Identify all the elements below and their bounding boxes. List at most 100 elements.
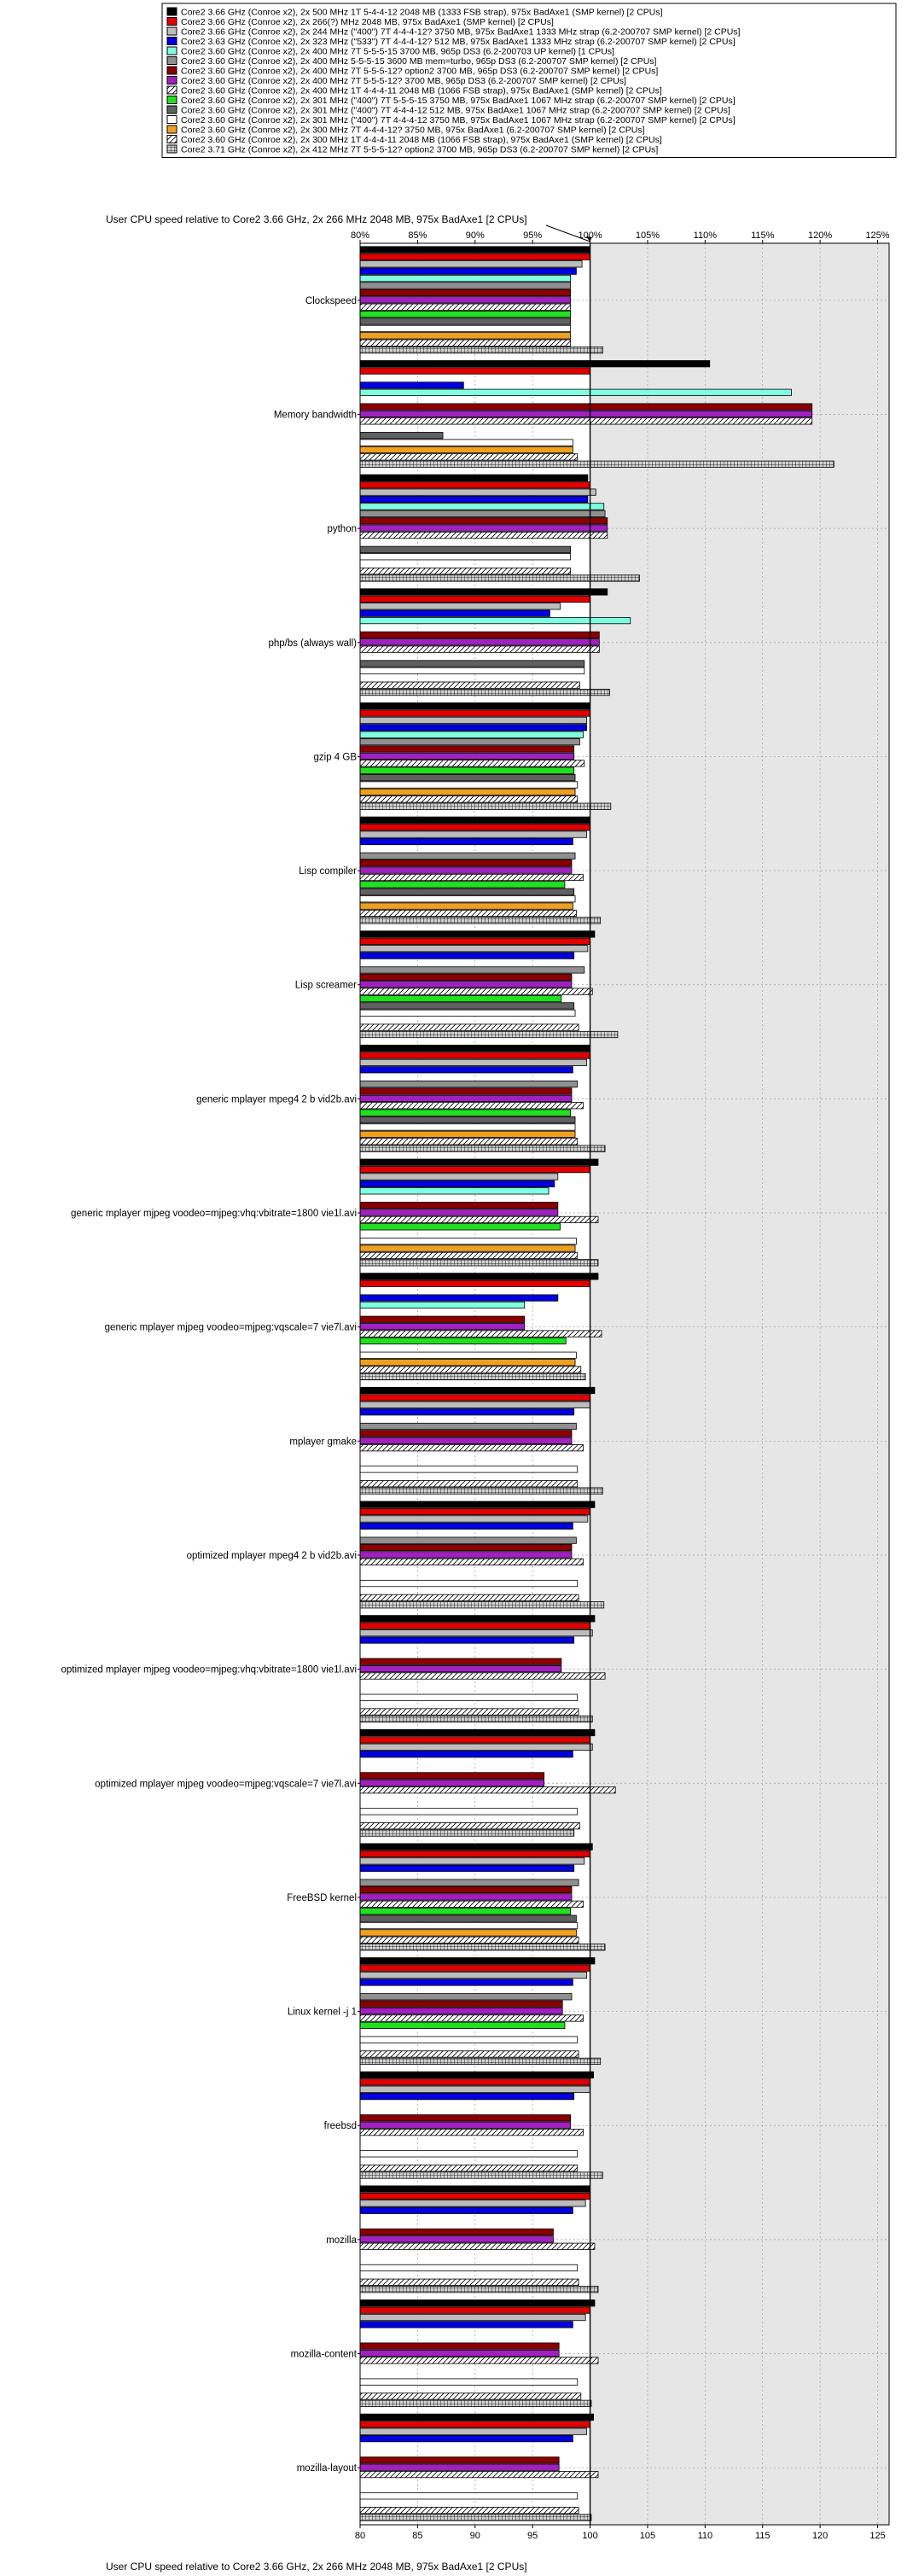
bar-14-9 — [359, 1908, 572, 1915]
legend-entry-1: Core2 3.66 GHz (Conroe x2), 2x 266(?) MH… — [181, 17, 554, 27]
bar-10-6 — [359, 1430, 573, 1437]
bar-1-0 — [359, 360, 711, 368]
bar-19-2 — [359, 2427, 587, 2435]
bar-19-0 — [359, 2413, 595, 2421]
top-tick-label-9: 125% — [865, 230, 889, 241]
bar-15-11 — [359, 2036, 579, 2043]
bar-18-7 — [359, 2349, 560, 2357]
bar-5-9 — [359, 881, 566, 889]
bar-4-7 — [359, 752, 575, 761]
bar-3-10 — [359, 660, 585, 667]
bar-14-3 — [359, 1864, 575, 1872]
bar-14-13 — [359, 1936, 579, 1944]
bar-10-1 — [359, 1394, 590, 1402]
bar-6-13 — [359, 1023, 579, 1031]
bar-4-0 — [359, 702, 590, 710]
bar-9-1 — [359, 1279, 590, 1287]
top-tick-label-4: 100% — [578, 230, 602, 241]
legend-entry-8: Core2 3.60 GHz (Conroe x2), 2x 400 MHz 1… — [181, 86, 662, 96]
bar-16-7 — [359, 2121, 572, 2129]
bar-18-3 — [359, 2321, 573, 2328]
bar-13-13 — [359, 1822, 580, 1830]
bar-8-1 — [359, 1166, 590, 1174]
bar-15-0 — [359, 1957, 596, 1965]
bar-11-13 — [359, 1594, 579, 1601]
category-label-12: optimized mplayer mjpeg voodeo=mjpeg:vhq… — [61, 1665, 357, 1676]
bar-4-5 — [359, 738, 580, 746]
bar-6-14 — [359, 1030, 619, 1039]
bar-2-5 — [359, 510, 606, 517]
bar-10-5 — [359, 1422, 577, 1431]
bar-5-7 — [359, 866, 573, 874]
bar-16-6 — [359, 2114, 572, 2122]
bar-12-11 — [359, 1693, 579, 1701]
bar-4-9 — [359, 766, 575, 774]
bar-9-14 — [359, 1373, 586, 1381]
bar-19-13 — [359, 2506, 579, 2515]
bar-10-13 — [359, 1480, 579, 1488]
category-label-10: mplayer gmake — [289, 1437, 357, 1447]
bar-9-8 — [359, 1330, 602, 1338]
bar-11-11 — [359, 1579, 579, 1588]
bottom-tick-label-9: 125 — [869, 2531, 885, 2541]
legend-entry-3: Core2 3.63 GHz (Conroe x2), 2x 323 MHz (… — [181, 37, 736, 47]
bar-0-9 — [359, 311, 572, 318]
category-label-3: php/bs (always wall) — [268, 638, 357, 649]
bar-11-1 — [359, 1507, 590, 1516]
bar-14-10 — [359, 1915, 577, 1922]
bar-6-5 — [359, 966, 585, 974]
top-tick-label-0: 80% — [351, 230, 369, 241]
legend-swatch-5 — [166, 56, 177, 65]
bar-5-11 — [359, 895, 576, 903]
bar-8-12 — [359, 1244, 576, 1252]
bar-3-1 — [359, 595, 590, 603]
bar-0-6 — [359, 288, 572, 297]
bar-16-11 — [359, 2150, 579, 2158]
bar-15-3 — [359, 1979, 573, 1986]
bar-13-7 — [359, 1779, 545, 1786]
bar-8-7 — [359, 1209, 559, 1216]
legend-entry-5: Core2 3.60 GHz (Conroe x2), 2x 400 MHz 5… — [181, 56, 657, 67]
bar-4-4 — [359, 731, 584, 738]
bar-11-2 — [359, 1515, 589, 1523]
bar-0-4 — [359, 275, 572, 283]
bar-4-13 — [359, 796, 579, 803]
bottom-tick-label-0: 80 — [355, 2531, 365, 2541]
bar-11-7 — [359, 1551, 573, 1559]
bar-12-8 — [359, 1672, 606, 1680]
bar-14-11 — [359, 1921, 579, 1930]
bar-0-12 — [359, 332, 572, 340]
bottom-tick-label-7: 115 — [755, 2531, 771, 2541]
bar-13-2 — [359, 1743, 593, 1751]
category-label-18: mozilla-content — [291, 2350, 358, 2360]
plot-area: Clockspeed Memory bandwidth python php/bs (… — [61, 224, 890, 2541]
bar-17-3 — [359, 2206, 573, 2214]
x-axis-label: User CPU speed relative to Core2 3.66 GH… — [106, 2561, 527, 2573]
bar-17-6 — [359, 2228, 554, 2236]
bar-17-13 — [359, 2278, 579, 2286]
category-label-15: Linux kernel -j 1 — [288, 2008, 357, 2018]
category-label-19: mozilla-layout — [297, 2463, 358, 2474]
category-label-13: optimized mplayer mjpeg voodeo=mjpeg:vqs… — [95, 1779, 357, 1789]
bar-8-2 — [359, 1173, 559, 1180]
bar-1-11 — [359, 439, 573, 446]
legend-swatch-3 — [166, 37, 177, 45]
bar-15-1 — [359, 1964, 590, 1972]
bar-7-11 — [359, 1123, 576, 1131]
top-tick-label-1: 85% — [408, 230, 427, 241]
bar-1-13 — [359, 453, 579, 461]
bar-11-6 — [359, 1543, 573, 1552]
bar-9-9 — [359, 1337, 567, 1345]
bar-2-3 — [359, 495, 589, 504]
legend-swatch-11 — [166, 115, 177, 124]
bar-13-14 — [359, 1829, 575, 1837]
bar-10-14 — [359, 1487, 603, 1495]
bar-6-7 — [359, 981, 573, 988]
bar-0-7 — [359, 296, 572, 304]
bar-14-2 — [359, 1857, 585, 1865]
category-label-7: generic mplayer mpeg4 2 b vid2b.avi — [196, 1094, 357, 1104]
bar-0-0 — [359, 246, 590, 254]
bar-18-11 — [359, 2378, 579, 2386]
legend-entry-4: Core2 3.60 GHz (Conroe x2), 2x 400 MHz 7… — [181, 47, 614, 57]
bar-9-11 — [359, 1351, 577, 1359]
